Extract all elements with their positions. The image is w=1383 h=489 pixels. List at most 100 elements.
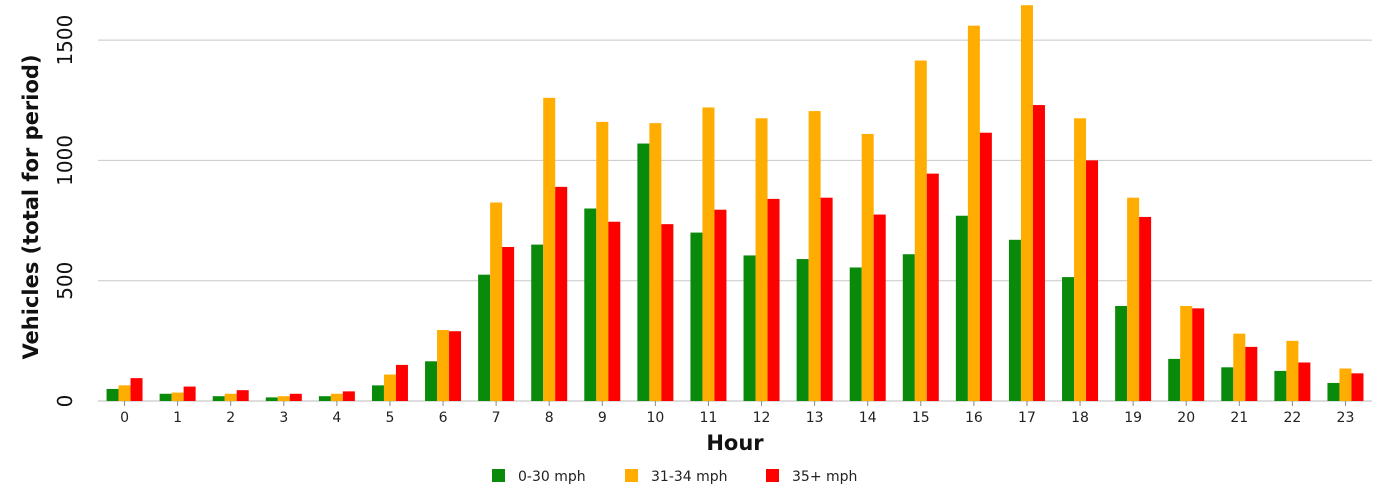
bar-hour-1-series-3 [183,386,196,401]
bar-hour-12-series-2 [755,118,768,402]
x-tick-label: 2 [226,410,235,426]
bar-hour-8-series-1 [531,244,544,401]
bar-hour-10-series-3 [661,224,674,401]
bar-hour-13-series-2 [808,111,821,401]
bar-hour-17-series-3 [1032,105,1045,402]
bar-hour-17-series-2 [1020,5,1033,401]
x-tick-label: 16 [965,410,983,426]
x-tick-label: 11 [700,410,718,426]
x-tick-label: 13 [806,410,824,426]
x-tick-label: 0 [120,410,129,426]
bar-hour-0-series-1 [106,388,119,401]
y-tick-label: 500 [53,262,77,300]
bar-hour-17-series-1 [1008,239,1021,401]
legend-label-2: 31-34 mph [651,469,728,485]
legend: 0-30 mph 31-34 mph 35+ mph [492,469,857,485]
bar-hour-11-series-3 [714,209,727,401]
x-axis-title: Hour [706,431,764,455]
bar-hour-3-series-1 [265,397,278,401]
bar-hour-14-series-3 [873,214,886,401]
x-tick-label: 18 [1071,410,1089,426]
bar-hour-15-series-3 [926,173,939,401]
bar-hour-5-series-2 [383,374,396,401]
x-tick-label: 21 [1230,410,1248,426]
bar-hour-2-series-3 [236,390,249,401]
bar-hour-4-series-2 [330,393,343,401]
bar-hour-19-series-1 [1115,305,1128,401]
bar-hour-12-series-1 [743,255,756,401]
bar-hour-9-series-1 [584,208,597,401]
bar-hour-20-series-1 [1168,358,1181,401]
bar-hour-7-series-3 [502,247,515,401]
bar-hour-6-series-1 [425,361,438,401]
x-tick-label: 7 [492,410,501,426]
x-tick-label: 1 [173,410,182,426]
bar-hour-21-series-3 [1245,346,1258,401]
y-tick-label: 1000 [53,135,77,186]
bar-hour-7-series-1 [478,274,491,401]
bar-hour-15-series-1 [902,254,915,401]
legend-label-1: 0-30 mph [518,469,586,485]
x-tick-label: 15 [912,410,930,426]
bar-hour-0-series-2 [118,385,131,401]
bar-hour-12-series-3 [767,198,780,401]
bar-hour-6-series-3 [449,331,462,401]
x-tick-label: 6 [439,410,448,426]
bar-hour-3-series-2 [277,396,290,401]
x-tick-label: 22 [1283,410,1301,426]
bar-hour-19-series-3 [1139,216,1152,401]
x-tick-label: 19 [1124,410,1142,426]
bar-hour-1-series-1 [159,393,172,401]
legend-swatch-1 [492,469,505,482]
bar-hour-9-series-2 [596,121,609,401]
bar-hour-0-series-3 [130,378,143,401]
gridlines [98,39,1372,282]
bar-hour-18-series-1 [1062,277,1075,401]
x-tick-label: 17 [1018,410,1036,426]
bar-hour-11-series-1 [690,232,703,401]
bar-hour-21-series-2 [1233,333,1246,401]
y-tick-label: 1500 [53,15,77,66]
bar-hour-2-series-2 [224,393,237,401]
bar-hour-16-series-2 [967,25,980,402]
bar-hour-3-series-3 [289,393,302,401]
bar-hour-2-series-1 [212,396,225,401]
bar-hour-19-series-2 [1127,197,1140,401]
bar-hour-4-series-1 [318,396,331,401]
bar-hour-23-series-2 [1339,368,1352,401]
x-tick-label: 4 [332,410,341,426]
y-tick-labels: 0 500 1000 1500 [53,15,77,408]
x-tick-label: 9 [598,410,607,426]
bar-hour-22-series-3 [1298,362,1311,401]
x-tick-labels: 0 1 2 3 4 5 6 7 8 9 10 11 12 13 14 15 16 17 18 19 20 21 22 23 [120,401,1354,426]
bar-hour-22-series-1 [1274,370,1287,401]
x-tick-label: 14 [859,410,877,426]
bar-hour-7-series-2 [490,202,503,401]
bar-hour-8-series-2 [543,97,556,401]
legend-swatch-2 [625,469,638,482]
x-tick-label: 10 [646,410,664,426]
bar-hour-23-series-3 [1351,373,1364,401]
bar-hour-8-series-3 [555,186,568,401]
bar-hour-4-series-3 [342,391,355,401]
bars [106,5,1364,402]
legend-label-3: 35+ mph [792,469,857,485]
bar-hour-21-series-1 [1221,367,1234,401]
x-tick-label: 20 [1177,410,1195,426]
bar-hour-1-series-2 [171,392,184,401]
bar-hour-9-series-3 [608,221,621,401]
bar-hour-13-series-3 [820,197,833,401]
bar-hour-14-series-1 [849,267,862,401]
bar-hour-20-series-2 [1180,305,1193,401]
bar-hour-20-series-3 [1192,308,1205,401]
bar-hour-5-series-3 [395,364,408,401]
bar-hour-10-series-2 [649,123,662,401]
bar-hour-11-series-2 [702,107,715,402]
x-tick-label: 8 [545,410,554,426]
bar-hour-15-series-2 [914,60,927,402]
bar-hour-10-series-1 [637,143,650,401]
x-tick-label: 3 [279,410,288,426]
bar-hour-14-series-2 [861,133,874,401]
bar-hour-23-series-1 [1327,382,1340,401]
